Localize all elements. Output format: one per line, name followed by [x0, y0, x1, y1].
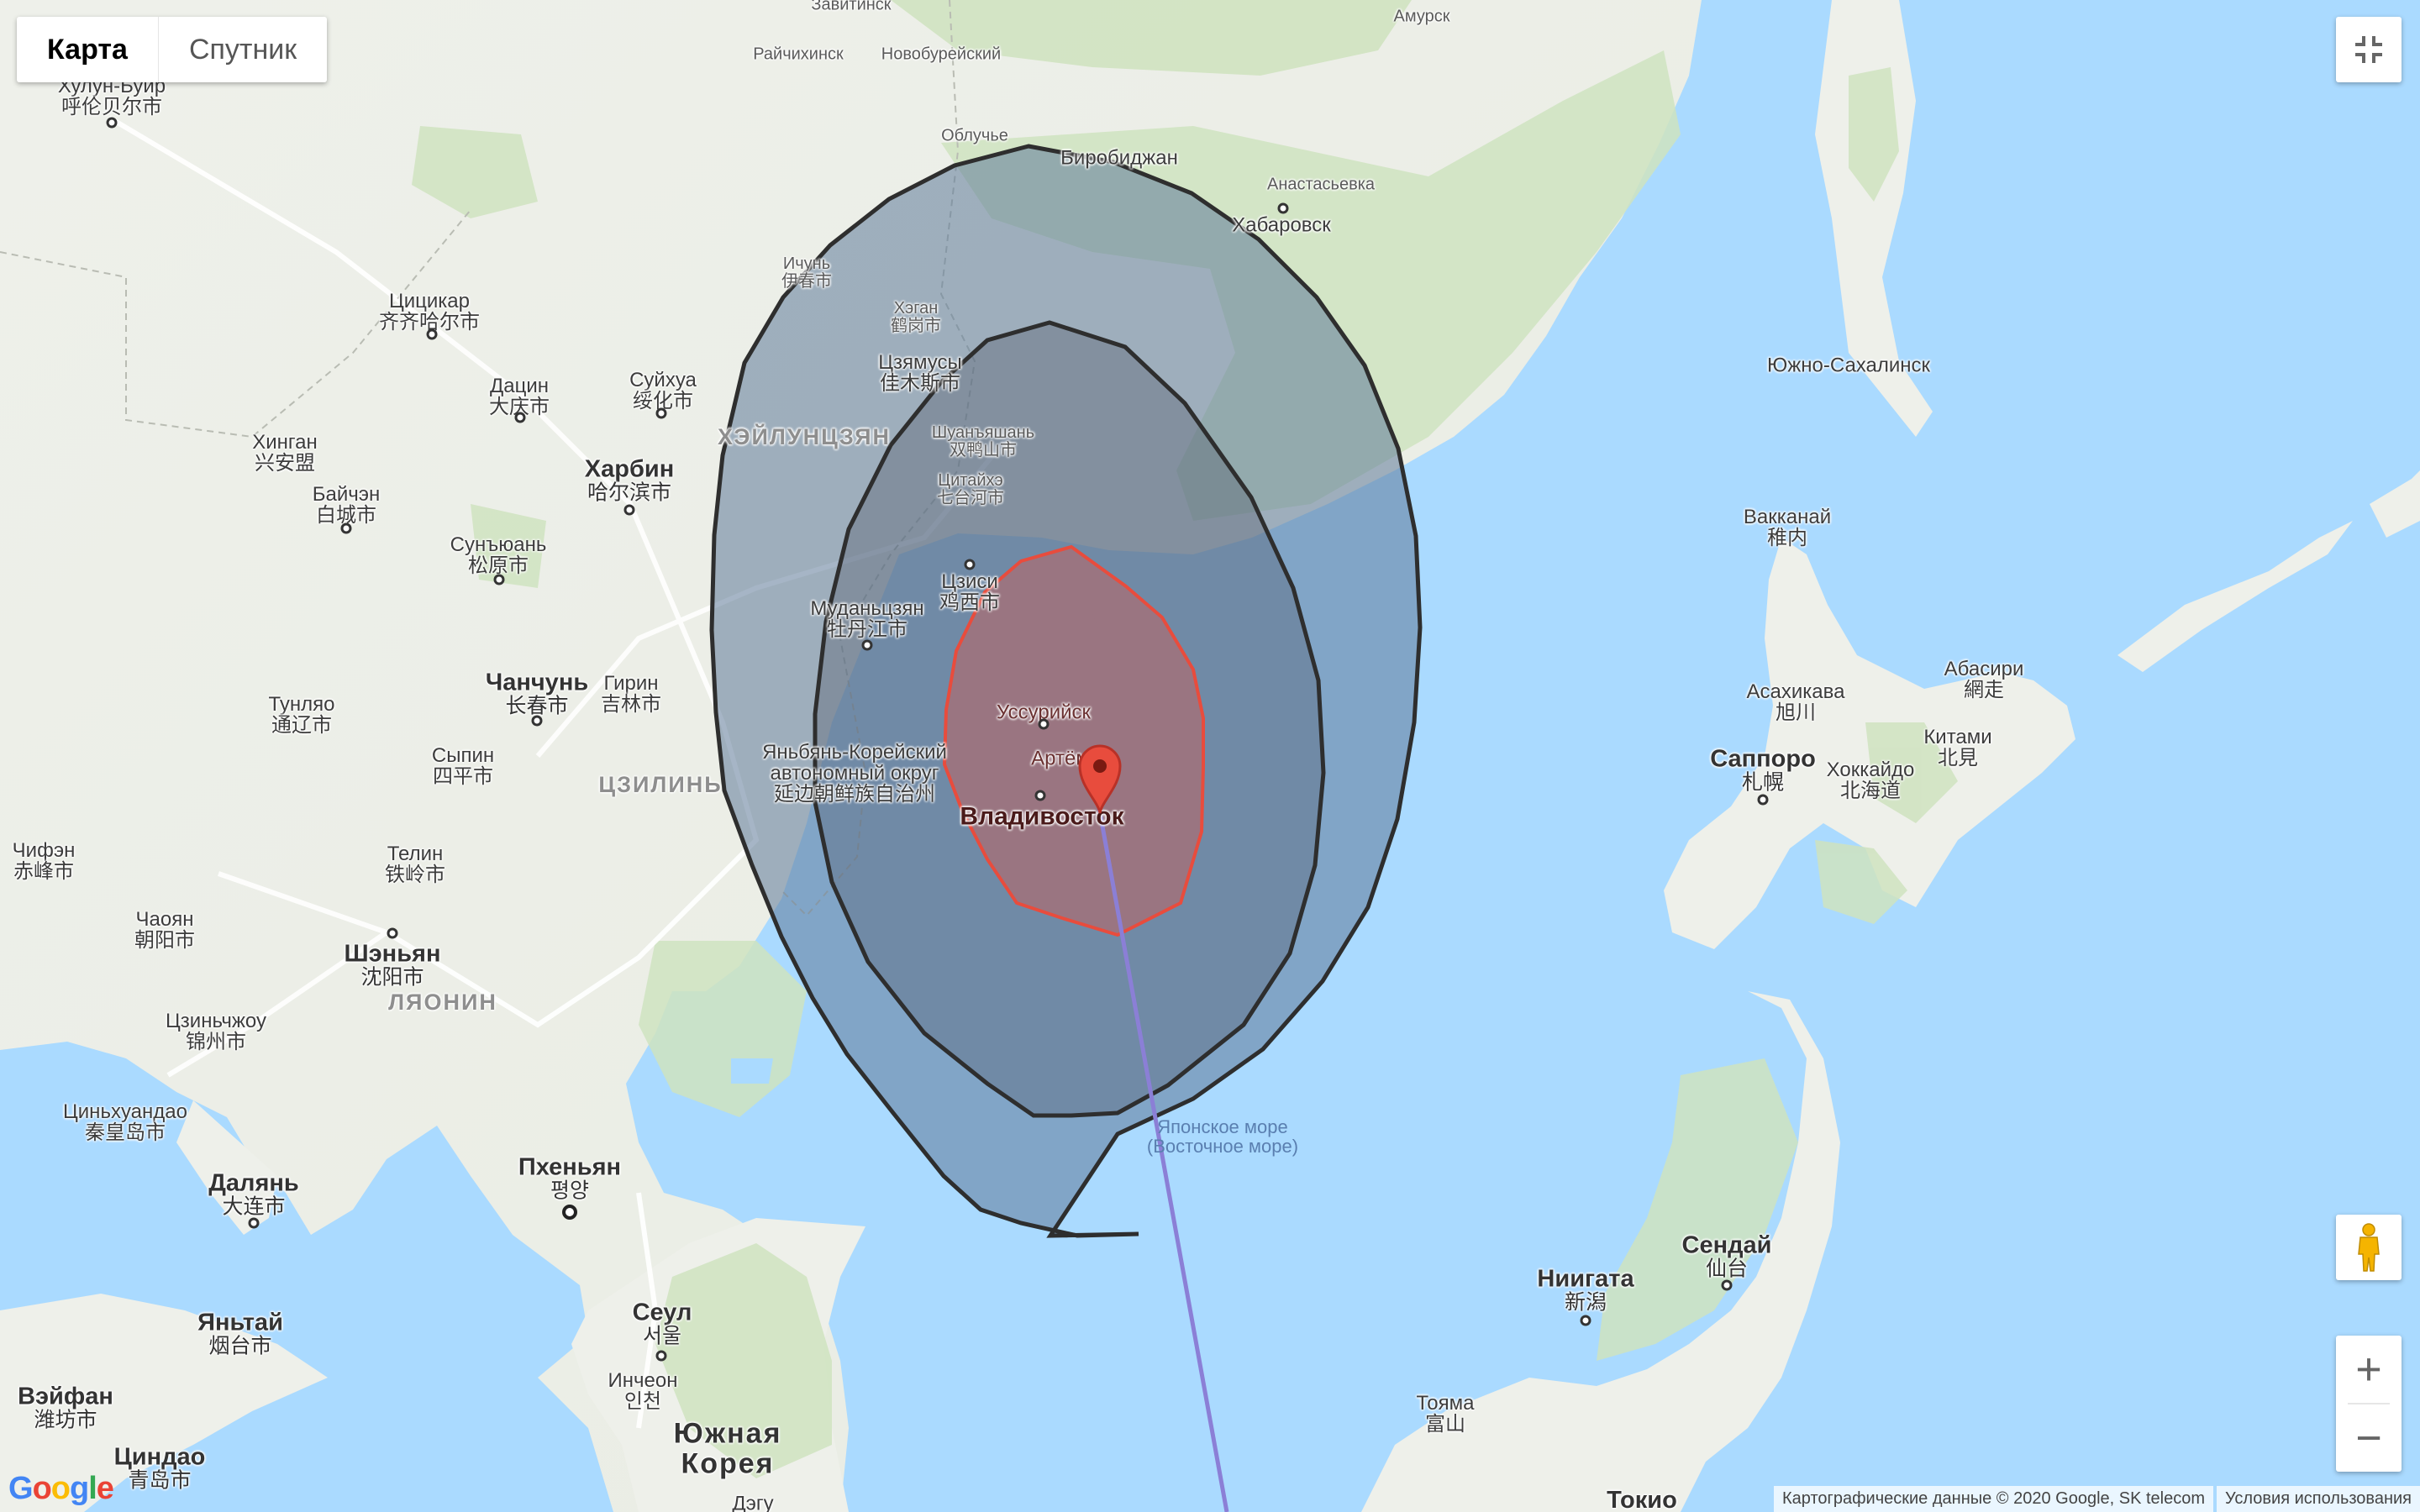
- label-siping: Сыпин 四平市: [431, 743, 495, 788]
- inner-zone: [813, 320, 1326, 1118]
- label-jiamusi: Цзямусы 佳木斯市: [878, 350, 962, 395]
- location-pin-icon[interactable]: [1076, 743, 1123, 815]
- google-logo-letter: e: [96, 1471, 114, 1506]
- map-footer: Картографические данные © 2020 Google, S…: [1774, 1486, 2420, 1512]
- label-anastasyevka: Анастасьевка: [1266, 175, 1376, 194]
- label-jixi: Цзиси 鸡西市: [939, 570, 1000, 614]
- label-incheon: Инчеон 인천: [608, 1368, 678, 1413]
- zoom-separator: [2348, 1403, 2390, 1404]
- terms-link[interactable]: Условия использования: [2217, 1486, 2420, 1512]
- google-logo-letter: l: [88, 1471, 97, 1506]
- label-qitaihe: Цитайхэ 七台河市: [937, 471, 1004, 507]
- outer-zone: [709, 144, 1423, 1238]
- label-niigata: Ниигата 新潟: [1537, 1265, 1634, 1315]
- map-type-map-button[interactable]: Карта: [17, 17, 159, 82]
- label-ussuriysk: Уссурийск: [996, 701, 1092, 724]
- label-sendai: Сендай 仙台: [1681, 1231, 1772, 1282]
- label-amursk: Амурск: [1393, 7, 1450, 26]
- label-sea-of-japan: Японское море (Восточное море): [1146, 1116, 1299, 1157]
- zoom-in-button[interactable]: +: [2355, 1344, 2382, 1394]
- label-tieling: Телин 铁岭市: [385, 842, 445, 886]
- sakhalin-island: [1815, 0, 1933, 437]
- label-asahikawa: Асахикава 旭川: [1746, 680, 1845, 724]
- label-dalian: Далянь 大连市: [208, 1169, 299, 1220]
- zoom-out-button[interactable]: −: [2355, 1413, 2382, 1463]
- label-jinzhou: Цзиньчжоу 锦州市: [166, 1009, 266, 1053]
- trajectory-line: [1094, 793, 1229, 1512]
- label-zavitinsk: Завитинск: [811, 0, 892, 14]
- label-yanbian: Яньбянь-Корейский автономный округ 延边朝鲜族自…: [762, 741, 947, 806]
- label-yantai: Яньтай 烟台市: [197, 1309, 283, 1359]
- google-logo-letter: g: [70, 1471, 89, 1506]
- label-hegang: Хэган 鹤岗市: [891, 299, 941, 335]
- label-seoul: Сеул 서울: [632, 1299, 692, 1349]
- label-mudanjiang: Муданьцзян 牡丹江市: [810, 596, 924, 641]
- label-birobidzhan: Биробиджан: [1060, 146, 1178, 170]
- label-liaoning: ЛЯОНИН: [388, 989, 497, 1015]
- red-zone: [942, 544, 1205, 937]
- google-logo-letter: o: [32, 1471, 52, 1506]
- label-chaoyang: Чаоян 朝阳市: [134, 907, 195, 952]
- label-harbin: Харбин 哈尔滨市: [584, 455, 675, 506]
- label-sapporo: Саппоро 札幌: [1710, 745, 1816, 795]
- label-baicheng: Байчэн 白城市: [312, 482, 381, 527]
- label-obluchye: Облучье: [941, 126, 1008, 145]
- label-heilongjiang: ХЭЙЛУНЦЗЯН: [717, 423, 892, 449]
- label-yichun: Ичунь 伊春市: [781, 255, 832, 291]
- label-tongliao: Тунляо 通辽市: [268, 692, 335, 737]
- label-chifeng: Чифэн 赤峰市: [12, 838, 76, 883]
- label-jilin-province: ЦЗИЛИНЬ: [598, 771, 723, 797]
- map-type-control: Карта Спутник: [17, 17, 328, 82]
- honshu-island: [1361, 991, 1840, 1512]
- pegman-icon: [2358, 1223, 2380, 1272]
- exit-fullscreen-button[interactable]: [2336, 17, 2402, 82]
- google-logo[interactable]: Google: [8, 1471, 114, 1507]
- label-shuangyashan: Шуанъяшань 双鸭山市: [931, 423, 1035, 459]
- kuril-north: [2370, 470, 2420, 538]
- street-view-pegman-button[interactable]: [2336, 1215, 2402, 1280]
- label-qiqihar: Цицикар 齐齐哈尔市: [379, 289, 480, 333]
- label-qinhuangdao: Циньхуандао 秦皇岛市: [63, 1100, 187, 1144]
- label-changchun: Чанчунь 长春市: [485, 669, 589, 719]
- shandong-peninsula: [0, 1294, 328, 1512]
- label-raichikhinsk: Райчихинск: [753, 45, 844, 64]
- label-south-korea: Южная Корея: [673, 1417, 782, 1479]
- google-logo-letter: o: [50, 1471, 71, 1506]
- map-type-satellite-button[interactable]: Спутник: [188, 33, 297, 66]
- label-hokkaido: Хоккайдо 北海道: [1826, 758, 1915, 802]
- label-hinggan: Хинган 兴安盟: [252, 430, 318, 475]
- label-novobureysky: Новобурейский: [881, 45, 1002, 64]
- label-yuzhno-sakhalinsk: Южно-Сахалинск: [1766, 354, 1931, 377]
- label-suihua: Суйхуа 绥化市: [629, 368, 697, 412]
- kuril-islands: [2118, 521, 2353, 672]
- label-shenyang: Шэньян 沈阳市: [344, 940, 441, 990]
- exit-fullscreen-icon: [2355, 36, 2382, 63]
- label-abashiri: Абасири 網走: [1944, 657, 2024, 701]
- label-songyuan: Сунъюань 松原市: [450, 533, 547, 577]
- label-tokyo: Токио: [1607, 1486, 1677, 1512]
- label-wakkanai: Вакканай 稚内: [1743, 505, 1832, 549]
- label-kitami: Китами 北見: [1923, 725, 1992, 769]
- map-attribution: Картографические данные © 2020 Google, S…: [1774, 1486, 2214, 1512]
- label-toyama: Тояма 富山: [1416, 1391, 1475, 1436]
- google-logo-letter: G: [8, 1471, 34, 1506]
- label-weifang: Вэйфан 潍坊市: [18, 1383, 113, 1433]
- label-daqing: Дацин 大庆市: [489, 374, 550, 418]
- label-jilin-city: Гирин 吉林市: [601, 671, 661, 716]
- label-pyongyang: Пхеньян 평양: [518, 1153, 622, 1204]
- label-qingdao: Циндао 青岛市: [113, 1443, 206, 1494]
- liaodong-peninsula: [176, 1100, 277, 1235]
- label-khabarovsk: Хабаровск: [1232, 213, 1331, 237]
- zoom-control: + −: [2336, 1336, 2402, 1472]
- label-daegu: Дэгу: [732, 1492, 774, 1512]
